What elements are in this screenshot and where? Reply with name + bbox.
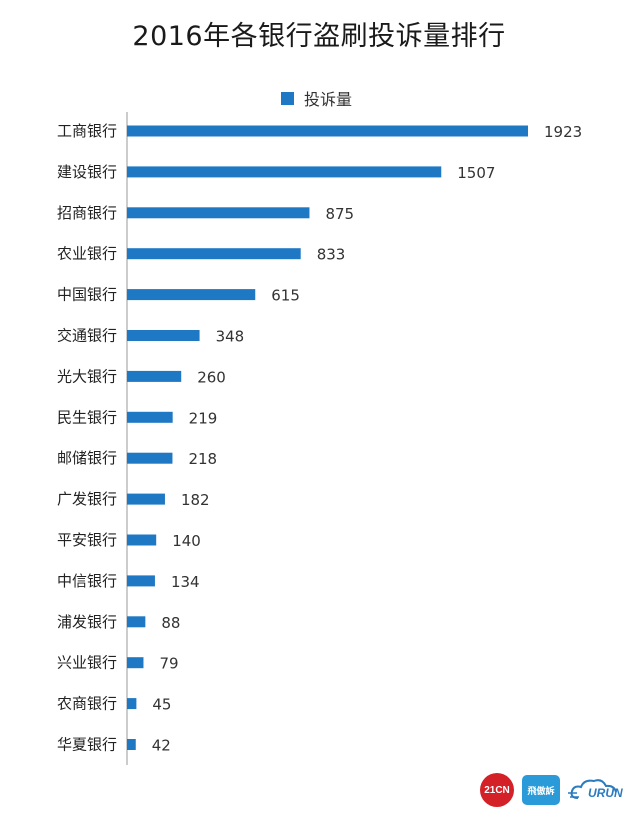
category-label: 广发银行 [57,490,117,508]
data-label: 875 [325,205,354,223]
category-label: 民生银行 [57,408,117,426]
chart-title: 2016年各银行盗刷投诉量排行 [132,21,506,52]
category-label: 华夏银行 [57,736,117,754]
category-label: 光大银行 [57,367,117,385]
chart-legend: 投诉量 [281,86,352,110]
category-label: 中信银行 [57,572,117,590]
footer-logos: 21CN 飛傲訴 URUN [480,773,636,807]
category-label: 农商银行 [57,695,117,713]
bar [127,452,173,464]
category-label: 农业银行 [57,245,117,263]
category-label: 邮储银行 [57,449,117,467]
data-label: 88 [161,614,180,632]
data-label: 260 [197,368,226,386]
bar [127,616,146,628]
bar [127,248,301,260]
data-label: 1923 [544,123,582,141]
data-label: 1507 [457,164,495,182]
data-label: 219 [189,409,218,427]
bar [127,289,256,301]
legend-label: 投诉量 [304,90,353,109]
bar [127,698,137,710]
logo-complaint-site: 飛傲訴 [522,775,560,805]
bar [127,493,165,505]
data-label: 134 [171,573,200,591]
data-label: 79 [159,655,178,673]
data-label: 348 [216,328,245,346]
data-label: 42 [152,737,171,755]
category-label: 交通银行 [57,327,117,345]
bar [127,534,157,546]
bar [127,330,200,341]
logo-21cn: 21CN [480,773,514,807]
logo-urun: URUN [568,776,636,804]
data-label: 45 [152,696,171,714]
category-label: 招商银行 [57,204,117,222]
bar [127,575,155,587]
legend-swatch [281,91,294,105]
data-label: 615 [271,287,300,305]
data-label: 140 [172,532,201,550]
bar [127,657,144,669]
category-label: 建设银行 [57,163,117,181]
category-label: 中国银行 [57,286,117,304]
bar [127,411,173,423]
category-label: 浦发银行 [57,613,117,631]
bar [127,370,182,382]
bar [127,166,442,178]
bar [127,125,528,137]
data-label: 218 [188,450,217,468]
category-label: 平安银行 [57,531,117,549]
data-label: 833 [317,246,346,264]
data-label: 182 [181,491,210,509]
bar [127,207,310,219]
category-label: 工商银行 [57,122,117,140]
bar [127,739,136,750]
category-label: 兴业银行 [57,654,117,672]
